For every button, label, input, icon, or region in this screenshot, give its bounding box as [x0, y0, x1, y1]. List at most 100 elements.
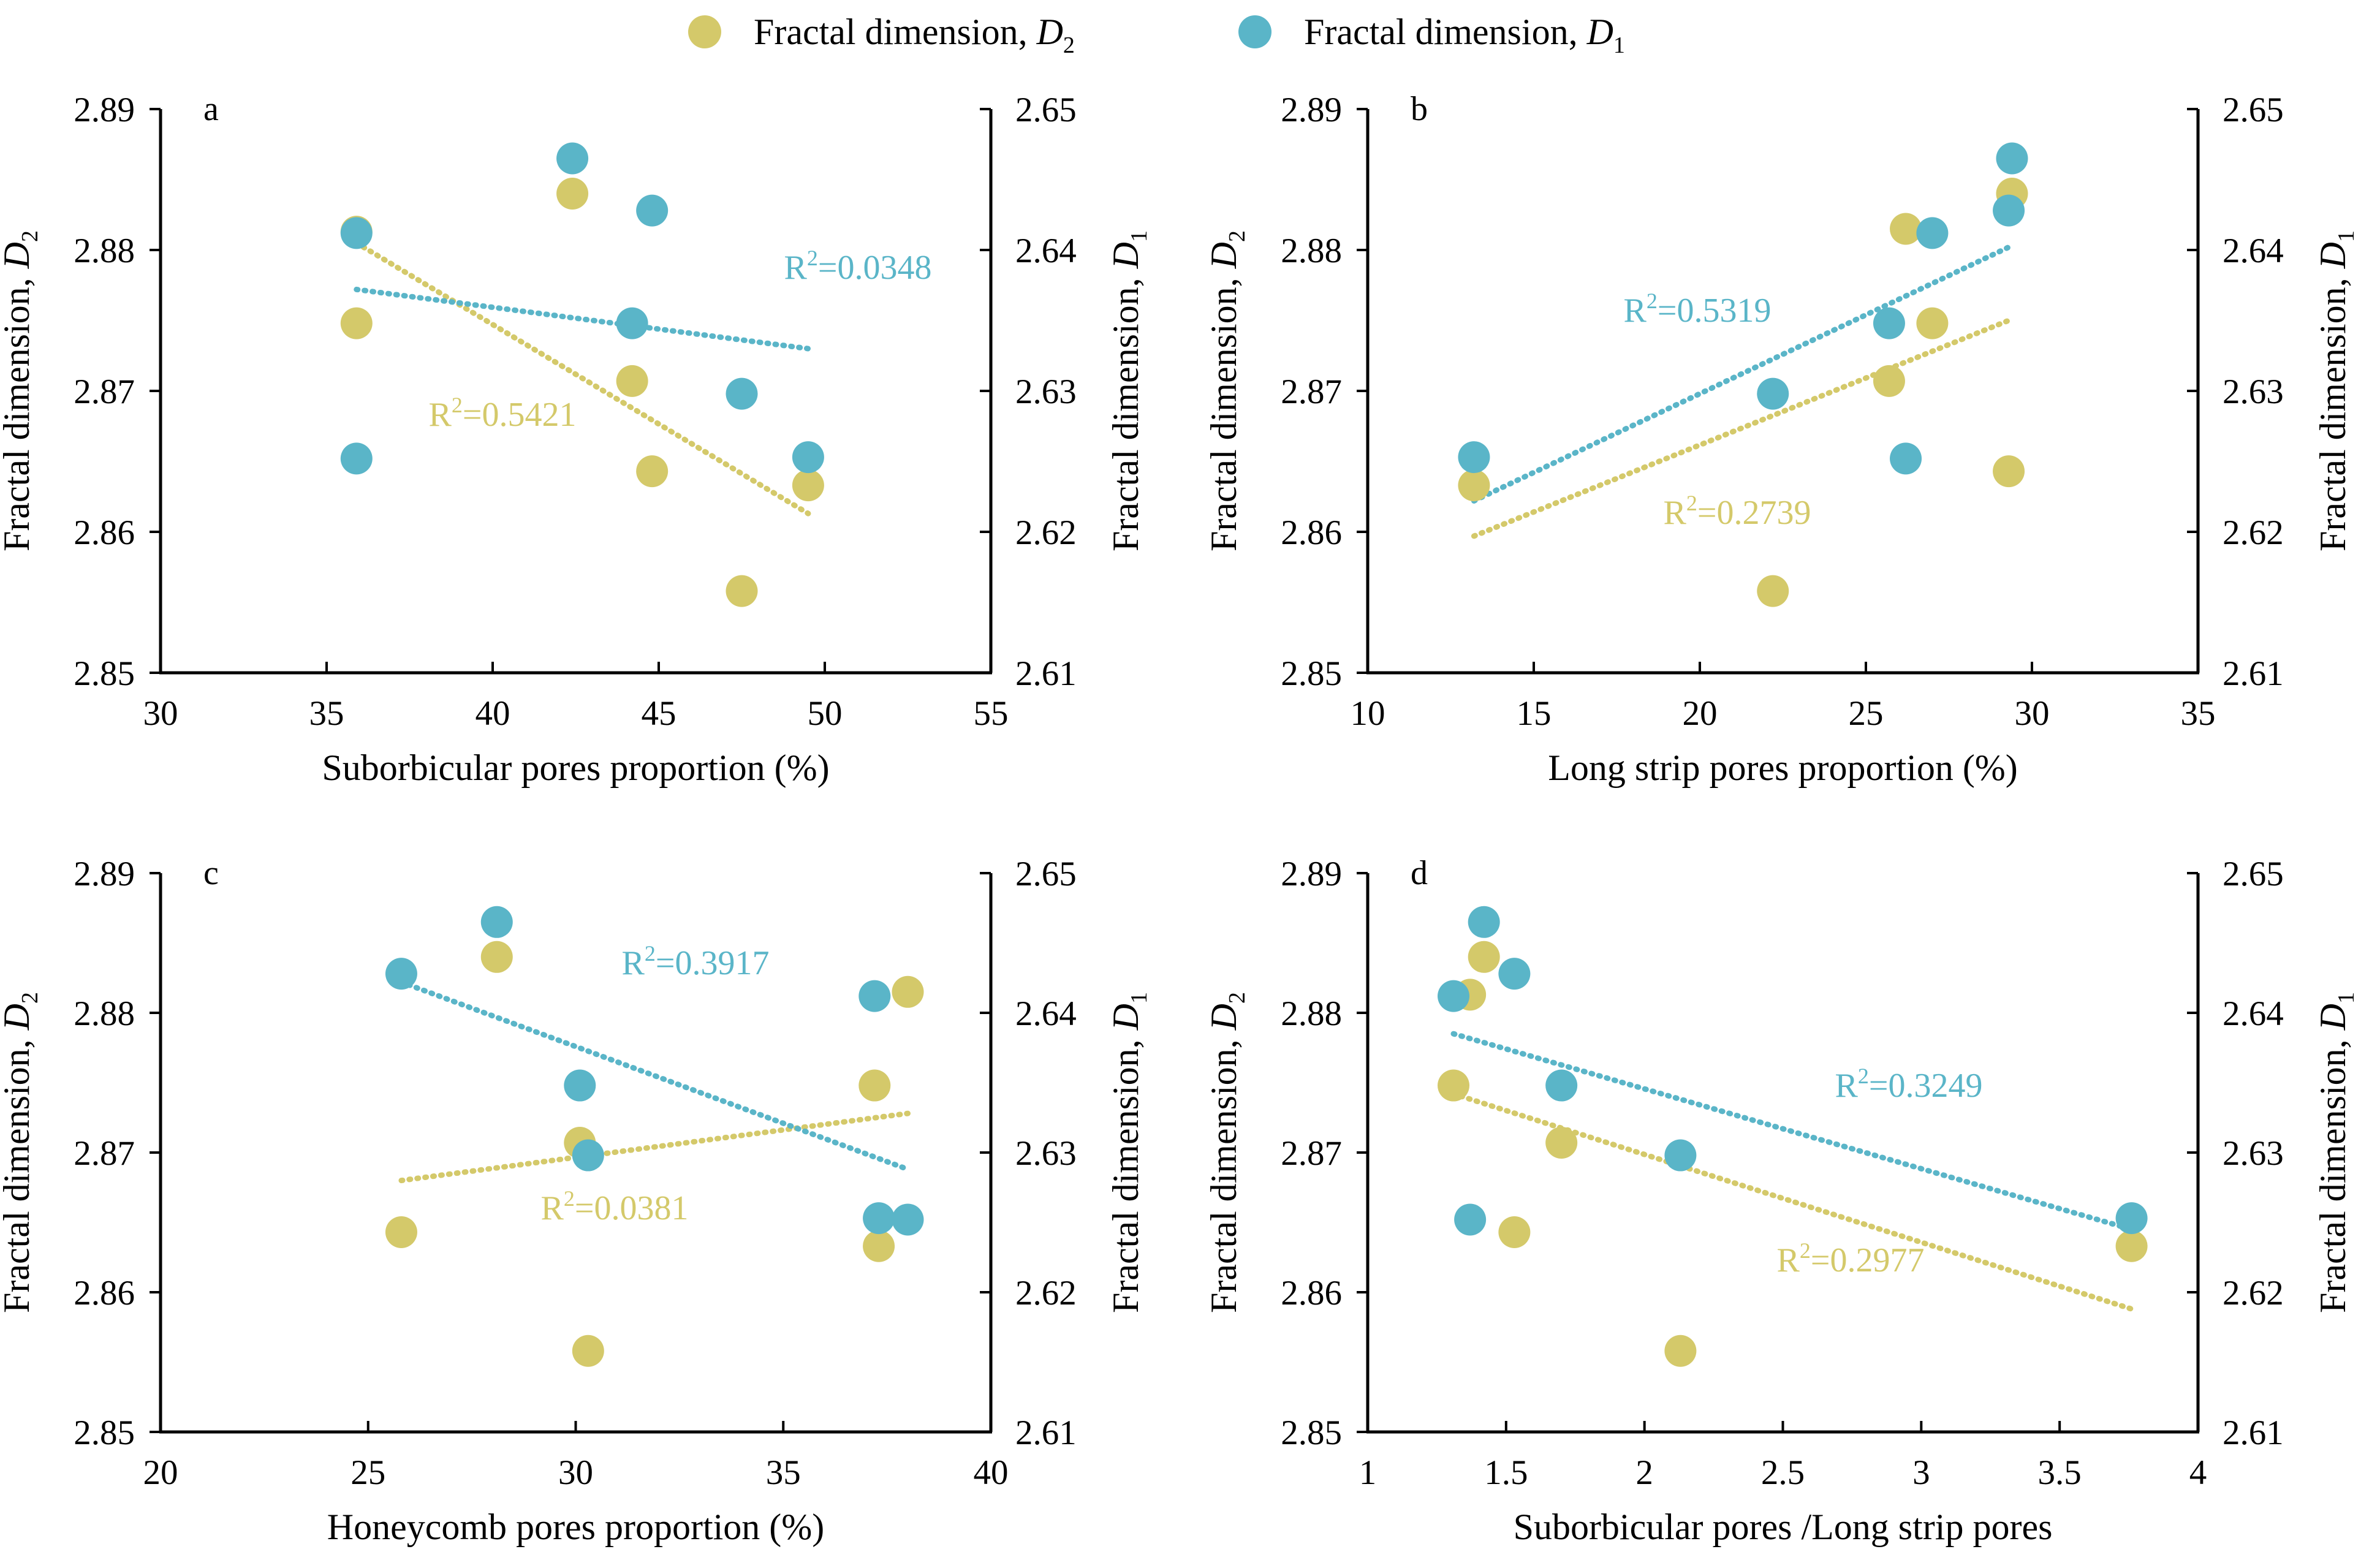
point-d2: [892, 975, 924, 1008]
point-d1: [480, 906, 513, 938]
point-d2: [636, 455, 669, 488]
point-d1: [726, 377, 758, 410]
x-tick-label: 30: [558, 1453, 593, 1492]
left-y-tick-label: 2.89: [1281, 855, 1342, 893]
point-d2: [1916, 307, 1949, 339]
right-y-axis-label: Fractal dimension, D1: [1105, 230, 1152, 551]
x-tick-label: 20: [143, 1453, 178, 1492]
point-d2: [792, 469, 824, 502]
panel-letter: b: [1411, 90, 1428, 128]
point-d2: [858, 1069, 891, 1102]
r2-label-d2: R2=0.0381: [541, 1186, 689, 1227]
r2-label-d1: R2=0.0348: [784, 246, 932, 287]
right-y-tick-label: 2.61: [1015, 1414, 1077, 1452]
panel-c: 2.85 2.86 2.87 2.88 2.89 2.61 2.62 2.63 2.64 2.65…: [0, 854, 1152, 1547]
legend-label: Fractal dimension, D1: [1304, 12, 1625, 58]
point-d2: [1458, 469, 1490, 502]
trendline-d1: [1450, 1031, 2135, 1232]
x-axis-label: Long strip pores proportion (%): [1548, 748, 2018, 788]
r2-label-d1: R2=0.3249: [1835, 1064, 1983, 1105]
x-tick-label: 45: [642, 694, 676, 733]
left-y-tick-label: 2.89: [74, 91, 135, 129]
right-y-tick-label: 2.62: [1015, 1274, 1077, 1312]
x-tick-label: 40: [974, 1453, 1009, 1492]
right-y-tick-label: 2.61: [1015, 654, 1077, 693]
x-tick-label: 3.5: [2038, 1453, 2082, 1492]
point-d1: [385, 958, 417, 990]
right-y-tick-label: 2.61: [2223, 654, 2284, 693]
x-tick-label: 20: [1683, 694, 1718, 733]
left-y-tick-label: 2.89: [74, 855, 135, 893]
trendline-d1: [1471, 244, 2012, 504]
x-tick-label: 30: [2015, 694, 2050, 733]
point-d2: [1890, 213, 1922, 245]
x-tick-label: 3: [1912, 1453, 1930, 1492]
right-y-tick-label: 2.62: [1015, 513, 1077, 552]
point-d1: [1996, 142, 2028, 175]
point-d1: [792, 441, 824, 474]
left-y-tick-label: 2.86: [1281, 1274, 1342, 1312]
left-y-tick-label: 2.88: [1281, 232, 1342, 270]
legend-marker-d1: [1238, 15, 1271, 48]
r2-label-d1: R2=0.5319: [1624, 289, 1772, 330]
point-d2: [863, 1230, 895, 1262]
point-d1: [616, 307, 648, 339]
left-y-tick-label: 2.87: [1281, 1134, 1342, 1173]
right-y-tick-label: 2.63: [2223, 373, 2284, 411]
left-y-tick-label: 2.89: [1281, 91, 1342, 129]
right-y-tick-label: 2.64: [2223, 232, 2284, 270]
point-d2: [1664, 1335, 1697, 1367]
point-d1: [863, 1202, 895, 1235]
right-y-tick-label: 2.61: [2223, 1414, 2284, 1452]
point-d1: [1454, 1203, 1487, 1236]
x-tick-label: 1: [1359, 1453, 1377, 1492]
right-y-axis-label: Fractal dimension, D1: [2313, 992, 2359, 1313]
x-tick-label: 55: [974, 694, 1009, 733]
trendline-d2: [398, 1110, 911, 1184]
r2-label-d1: R2=0.3917: [622, 941, 770, 982]
r2-label-d2: R2=0.2739: [1664, 491, 1811, 532]
point-d1: [556, 142, 589, 175]
right-y-axis-label: Fractal dimension, D1: [2313, 230, 2359, 551]
point-d1: [636, 194, 669, 227]
x-tick-label: 2: [1635, 1453, 1653, 1492]
right-y-tick-label: 2.65: [1015, 855, 1077, 893]
x-tick-label: 35: [2181, 694, 2216, 733]
x-axis-label: Suborbicular pores proportion (%): [322, 748, 829, 788]
point-d1: [340, 442, 373, 475]
panel-b: 2.85 2.86 2.87 2.88 2.89 2.61 2.62 2.63 2.64 2.65…: [1203, 90, 2359, 788]
left-y-tick-label: 2.88: [1281, 994, 1342, 1033]
left-y-tick-label: 2.87: [1281, 373, 1342, 411]
legend: Fractal dimension, D2 Fractal dimension, …: [688, 12, 1625, 58]
left-y-tick-label: 2.85: [1281, 654, 1342, 693]
point-d2: [2115, 1230, 2148, 1262]
left-y-tick-label: 2.85: [1281, 1414, 1342, 1452]
point-d2: [480, 941, 513, 973]
point-d1: [1757, 377, 1789, 410]
right-y-tick-label: 2.63: [1015, 373, 1077, 411]
trendline-d2: [354, 240, 811, 517]
x-tick-label: 4: [2189, 1453, 2207, 1492]
point-d2: [385, 1216, 417, 1248]
right-y-tick-label: 2.63: [2223, 1134, 2284, 1173]
r2-label-d2: R2=0.2977: [1777, 1238, 1925, 1279]
point-d1: [1993, 194, 2025, 227]
x-axis-label: Suborbicular pores /Long strip pores: [1514, 1507, 2053, 1547]
right-y-tick-label: 2.63: [1015, 1134, 1077, 1173]
x-tick-label: 40: [476, 694, 510, 733]
left-y-tick-label: 2.85: [74, 1414, 135, 1452]
x-tick-label: 15: [1517, 694, 1552, 733]
left-y-tick-label: 2.87: [74, 1134, 135, 1173]
left-y-axis-label: Fractal dimension, D2: [0, 230, 43, 551]
point-d2: [1545, 1127, 1578, 1159]
point-d1: [1438, 980, 1470, 1012]
point-d2: [1438, 1069, 1470, 1102]
x-tick-label: 1.5: [1484, 1453, 1528, 1492]
trendline-d1: [354, 286, 811, 352]
point-d1: [1468, 906, 1500, 938]
point-d2: [1468, 941, 1500, 973]
point-d2: [340, 307, 373, 339]
panels: 2.85 2.86 2.87 2.88 2.89 2.61 2.62 2.63 2.64 2.65…: [0, 90, 2359, 1547]
right-y-tick-label: 2.62: [2223, 513, 2284, 552]
x-tick-label: 2.5: [1761, 1453, 1805, 1492]
